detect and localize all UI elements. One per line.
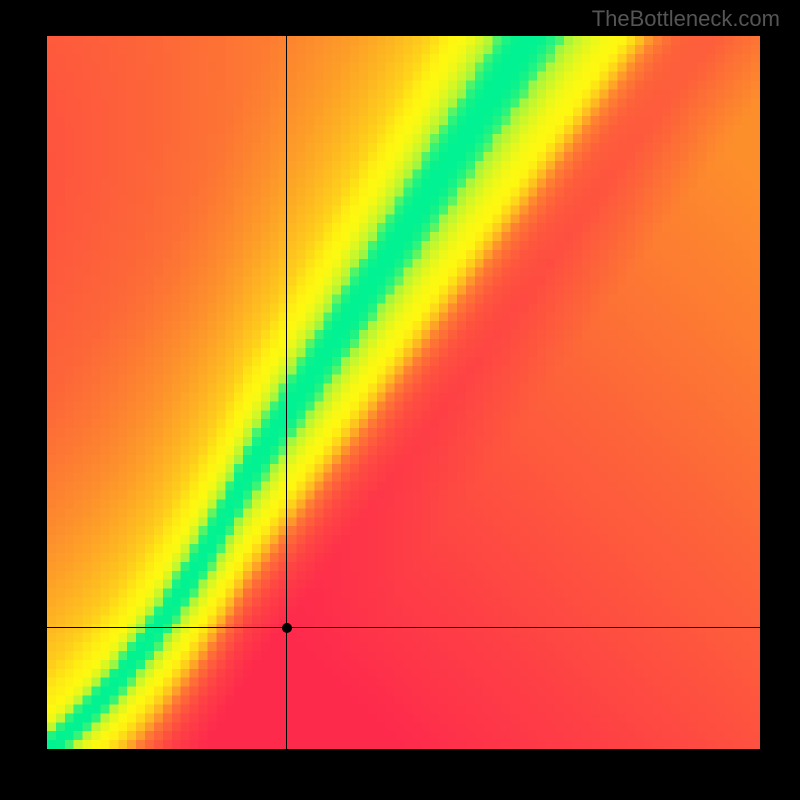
heatmap-canvas	[47, 36, 760, 749]
watermark-text: TheBottleneck.com	[592, 6, 780, 32]
crosshair-horizontal	[47, 627, 760, 628]
crosshair-vertical	[286, 36, 287, 749]
